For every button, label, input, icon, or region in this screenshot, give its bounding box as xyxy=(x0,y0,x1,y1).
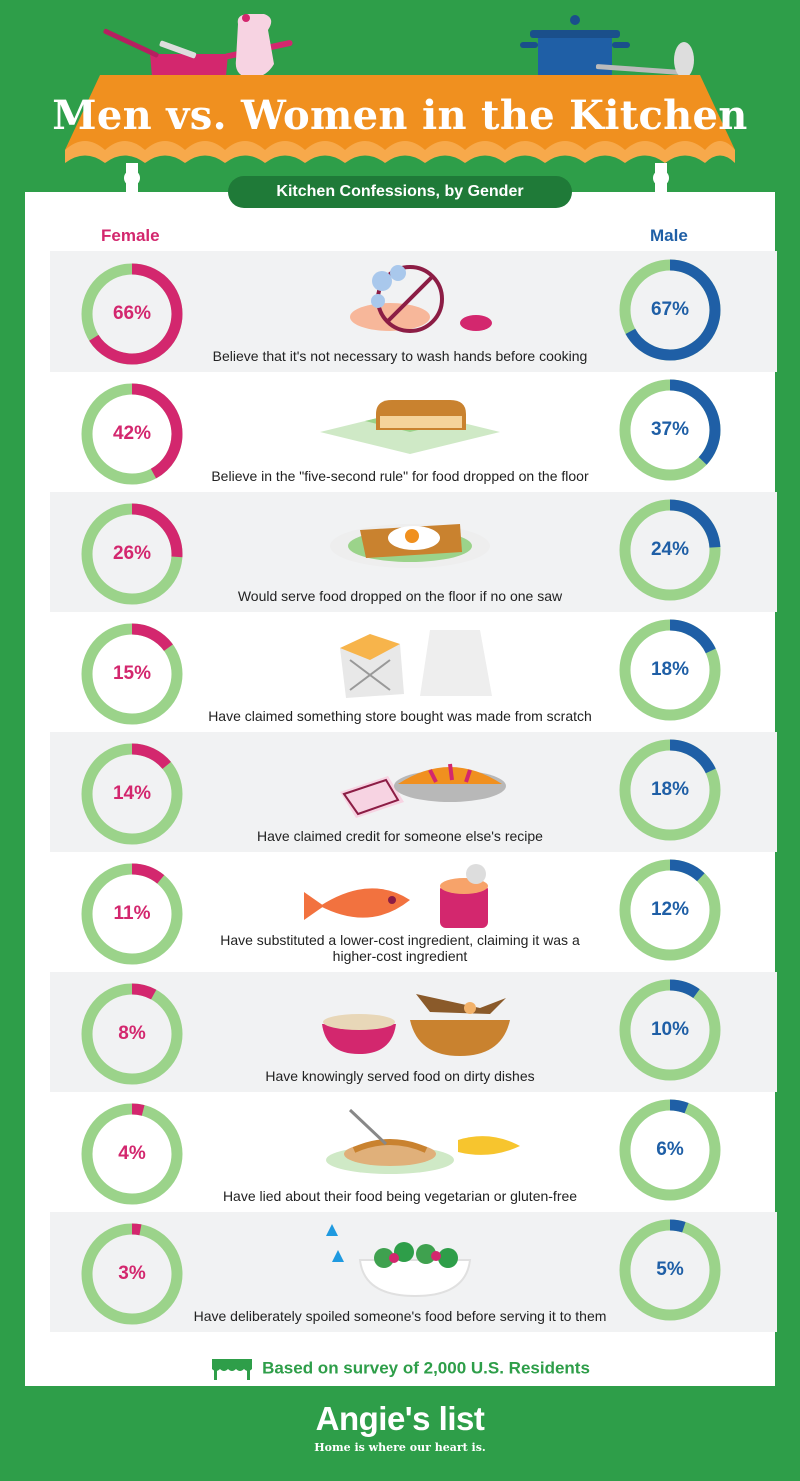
row-label: Have claimed credit for someone else's r… xyxy=(257,828,543,844)
footer-note-text: Based on survey of 2,000 U.S. Residents xyxy=(262,1358,590,1378)
female-donut-arc xyxy=(81,863,183,965)
survey-row: 15% 18% Have claimed something store bough… xyxy=(50,612,777,732)
row-label: Have claimed something store bought was … xyxy=(208,708,592,724)
salad-bowl-icon xyxy=(326,1224,472,1298)
female-donut-percent: 11% xyxy=(113,903,151,924)
female-donut: 15% xyxy=(79,621,185,727)
male-donut-percent: 10% xyxy=(650,1019,690,1040)
male-donut-percent: 12% xyxy=(650,899,690,920)
male-donut: 67% xyxy=(617,257,723,363)
survey-row: 8% 10% Have knowingly served food on dirty… xyxy=(50,972,777,1092)
row-label: Have deliberately spoiled someone's food… xyxy=(193,1308,607,1324)
female-donut-percent: 15% xyxy=(112,663,152,684)
female-donut-arc xyxy=(81,623,183,725)
male-donut-arc xyxy=(619,739,721,841)
female-donut-arc xyxy=(81,743,183,845)
row-label: Believe in the "five-second rule" for fo… xyxy=(211,468,589,484)
male-donut-arc xyxy=(619,1219,721,1321)
page-title: Men vs. Women in the Kitchen xyxy=(52,92,748,139)
male-donut: 18% xyxy=(617,737,723,843)
male-donut: 37% xyxy=(617,377,723,483)
male-donut-percent: 67% xyxy=(650,298,690,320)
male-donut-arc xyxy=(619,379,721,481)
female-donut-arc xyxy=(81,263,183,364)
male-donut-arc xyxy=(619,259,721,360)
footer-note: Based on survey of 2,000 U.S. Residents xyxy=(0,1357,800,1381)
female-column-label: Female xyxy=(101,226,160,245)
toast-on-floor-icon xyxy=(320,400,500,454)
male-donut-percent: 24% xyxy=(650,539,690,560)
female-donut-percent: 66% xyxy=(112,302,152,324)
female-donut-percent: 8% xyxy=(118,1023,146,1044)
female-donut: 8% xyxy=(79,981,185,1087)
survey-row: 26% 24% Would serve food dropped on the fl… xyxy=(50,492,777,612)
male-donut-arc xyxy=(619,499,721,601)
tagline: Home is where our heart is. xyxy=(314,1441,486,1454)
female-donut-percent: 4% xyxy=(118,1143,146,1164)
male-donut-percent: 6% xyxy=(656,1139,684,1160)
female-donut-percent: 26% xyxy=(112,543,152,564)
row-label: Have lied about their food being vegetar… xyxy=(222,1188,578,1204)
male-donut: 12% xyxy=(617,857,723,963)
dirty-dishes-icon xyxy=(322,994,510,1056)
takeaway-boxes-icon xyxy=(340,630,492,698)
male-donut-arc xyxy=(619,979,721,1081)
female-donut-arc xyxy=(81,1223,183,1325)
angies-list-logo: Angie's list xyxy=(315,1400,485,1437)
female-donut-arc xyxy=(81,983,183,1085)
female-donut: 3% xyxy=(79,1221,185,1327)
female-donut: 66% xyxy=(79,261,185,367)
female-donut-arc xyxy=(81,503,183,605)
survey-row: 14% 18% Have claimed credit for someone el… xyxy=(50,732,777,852)
survey-rows: 66% 67% Believe that it's not necessary to… xyxy=(50,251,777,1332)
survey-row: 3% 5% Have deliberately spoiled someone's … xyxy=(50,1212,777,1332)
female-donut: 4% xyxy=(79,1101,185,1207)
spaghetti-corn-icon xyxy=(326,1108,520,1174)
subtitle-pill: Kitchen Confessions, by Gender xyxy=(228,176,572,208)
row-label: Have knowingly served food on dirty dish… xyxy=(265,1068,535,1084)
male-donut: 5% xyxy=(617,1217,723,1323)
egg-toast-plate-icon xyxy=(330,524,490,568)
hand-washing-icon xyxy=(350,265,492,333)
female-donut-percent: 14% xyxy=(112,783,152,804)
row-label: Would serve food dropped on the floor if… xyxy=(237,588,563,604)
survey-row: 42% 37% Believe in the "five-second rule" … xyxy=(50,372,777,492)
male-donut: 6% xyxy=(617,1097,723,1203)
male-donut-arc xyxy=(619,859,721,961)
male-donut-percent: 5% xyxy=(656,1259,684,1280)
row-label: Have substituted a lower-cost ingredient… xyxy=(220,932,580,964)
female-donut-percent: 42% xyxy=(112,423,152,444)
table-icon xyxy=(212,1359,253,1380)
male-donut: 18% xyxy=(617,617,723,723)
survey-row: 66% 67% Believe that it's not necessary to… xyxy=(50,251,777,372)
fish-can-icon xyxy=(304,864,488,928)
female-donut: 11% xyxy=(79,861,185,967)
survey-row: 4% 6% Have lied about their food being veg… xyxy=(50,1092,777,1212)
male-donut-arc xyxy=(619,1099,721,1201)
female-donut: 42% xyxy=(79,381,185,487)
survey-row: 11% 12% Have substituted a lower-cost ingr… xyxy=(50,852,777,972)
male-donut-percent: 18% xyxy=(650,659,690,680)
pie-recipe-icon xyxy=(340,763,506,818)
female-donut: 26% xyxy=(79,501,185,607)
male-donut-percent: 37% xyxy=(650,419,690,440)
male-donut-arc xyxy=(619,619,721,721)
male-donut: 24% xyxy=(617,497,723,603)
female-donut-arc xyxy=(81,1103,183,1205)
female-donut: 14% xyxy=(79,741,185,847)
male-donut-percent: 18% xyxy=(650,779,690,800)
male-column-label: Male xyxy=(650,226,688,245)
male-donut: 10% xyxy=(617,977,723,1083)
header-tablecloth-illustration xyxy=(65,14,735,192)
female-donut-percent: 3% xyxy=(118,1263,146,1284)
female-donut-arc xyxy=(81,383,183,485)
row-label: Believe that it's not necessary to wash … xyxy=(212,348,588,364)
